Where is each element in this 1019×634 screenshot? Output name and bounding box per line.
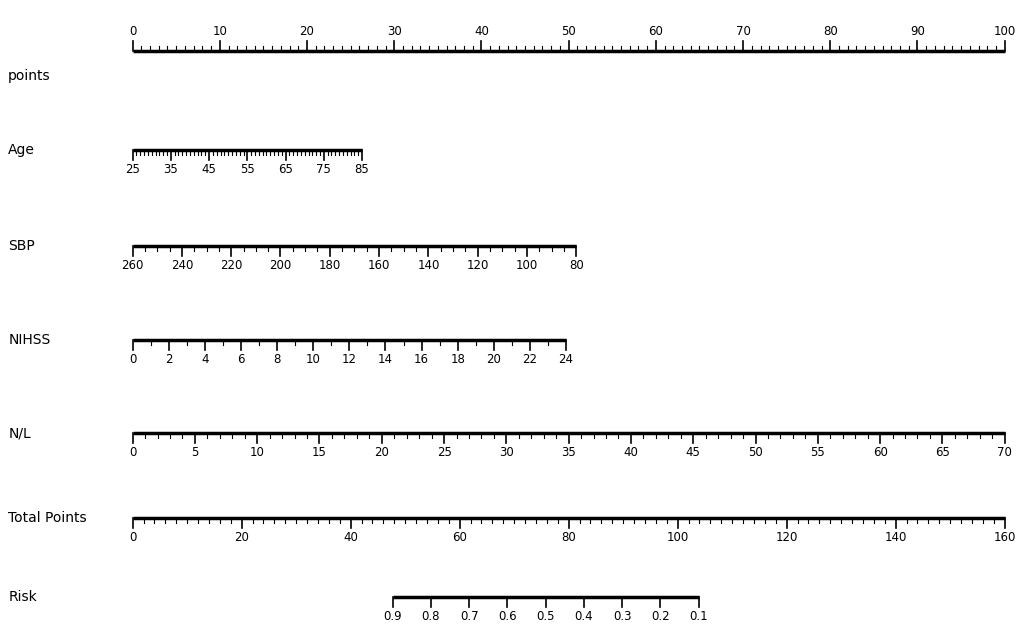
Text: 80: 80 [822, 25, 837, 38]
Text: Age: Age [8, 143, 35, 157]
Text: 24: 24 [558, 353, 573, 366]
Text: 55: 55 [239, 163, 255, 176]
Text: 90: 90 [909, 25, 924, 38]
Text: 50: 50 [747, 446, 762, 459]
Text: 35: 35 [560, 446, 576, 459]
Text: 75: 75 [316, 163, 331, 176]
Text: 55: 55 [810, 446, 824, 459]
Text: 70: 70 [735, 25, 750, 38]
Text: 160: 160 [993, 531, 1015, 544]
Text: 50: 50 [560, 25, 576, 38]
Text: N/L: N/L [8, 426, 31, 440]
Text: 25: 25 [436, 446, 451, 459]
Text: 25: 25 [125, 163, 140, 176]
Text: points: points [8, 69, 51, 84]
Text: 2: 2 [165, 353, 172, 366]
Text: 65: 65 [278, 163, 292, 176]
Text: 0.5: 0.5 [536, 610, 554, 623]
Text: 0.8: 0.8 [421, 610, 440, 623]
Text: 200: 200 [269, 259, 291, 272]
Text: 80: 80 [569, 259, 583, 272]
Text: 40: 40 [474, 25, 488, 38]
Text: 35: 35 [163, 163, 178, 176]
Text: 4: 4 [201, 353, 209, 366]
Text: 0: 0 [128, 446, 137, 459]
Text: 30: 30 [386, 25, 401, 38]
Text: 15: 15 [312, 446, 327, 459]
Text: 100: 100 [993, 25, 1015, 38]
Text: 0: 0 [128, 25, 137, 38]
Text: 45: 45 [685, 446, 700, 459]
Text: 6: 6 [237, 353, 245, 366]
Text: 10: 10 [212, 25, 227, 38]
Text: 22: 22 [522, 353, 537, 366]
Text: 160: 160 [368, 259, 390, 272]
Text: 20: 20 [486, 353, 500, 366]
Text: 0.1: 0.1 [689, 610, 707, 623]
Text: 120: 120 [774, 531, 797, 544]
Text: 0.7: 0.7 [460, 610, 478, 623]
Text: 18: 18 [449, 353, 465, 366]
Text: 60: 60 [872, 446, 887, 459]
Text: 140: 140 [883, 531, 906, 544]
Text: 5: 5 [191, 446, 199, 459]
Text: SBP: SBP [8, 239, 35, 253]
Text: 260: 260 [121, 259, 144, 272]
Text: 16: 16 [414, 353, 429, 366]
Text: 180: 180 [318, 259, 340, 272]
Text: 40: 40 [342, 531, 358, 544]
Text: 0.3: 0.3 [612, 610, 631, 623]
Text: 70: 70 [997, 446, 1011, 459]
Text: 100: 100 [516, 259, 538, 272]
Text: 60: 60 [648, 25, 662, 38]
Text: 0.6: 0.6 [497, 610, 517, 623]
Text: 8: 8 [273, 353, 280, 366]
Text: 12: 12 [341, 353, 357, 366]
Text: 10: 10 [250, 446, 264, 459]
Text: 10: 10 [306, 353, 320, 366]
Text: 240: 240 [170, 259, 193, 272]
Text: 14: 14 [378, 353, 392, 366]
Text: 0: 0 [128, 531, 137, 544]
Text: 45: 45 [202, 163, 216, 176]
Text: 220: 220 [220, 259, 243, 272]
Text: 120: 120 [466, 259, 488, 272]
Text: 20: 20 [234, 531, 249, 544]
Text: NIHSS: NIHSS [8, 333, 50, 347]
Text: 65: 65 [934, 446, 949, 459]
Text: Risk: Risk [8, 590, 37, 604]
Text: 0.9: 0.9 [383, 610, 401, 623]
Text: 80: 80 [560, 531, 576, 544]
Text: 0.4: 0.4 [574, 610, 593, 623]
Text: 85: 85 [355, 163, 369, 176]
Text: 20: 20 [374, 446, 389, 459]
Text: 20: 20 [300, 25, 314, 38]
Text: 0: 0 [128, 353, 137, 366]
Text: Total Points: Total Points [8, 511, 87, 525]
Text: 0.2: 0.2 [650, 610, 669, 623]
Text: 30: 30 [498, 446, 514, 459]
Text: 140: 140 [417, 259, 439, 272]
Text: 40: 40 [623, 446, 638, 459]
Text: 60: 60 [451, 531, 467, 544]
Text: 100: 100 [665, 531, 688, 544]
